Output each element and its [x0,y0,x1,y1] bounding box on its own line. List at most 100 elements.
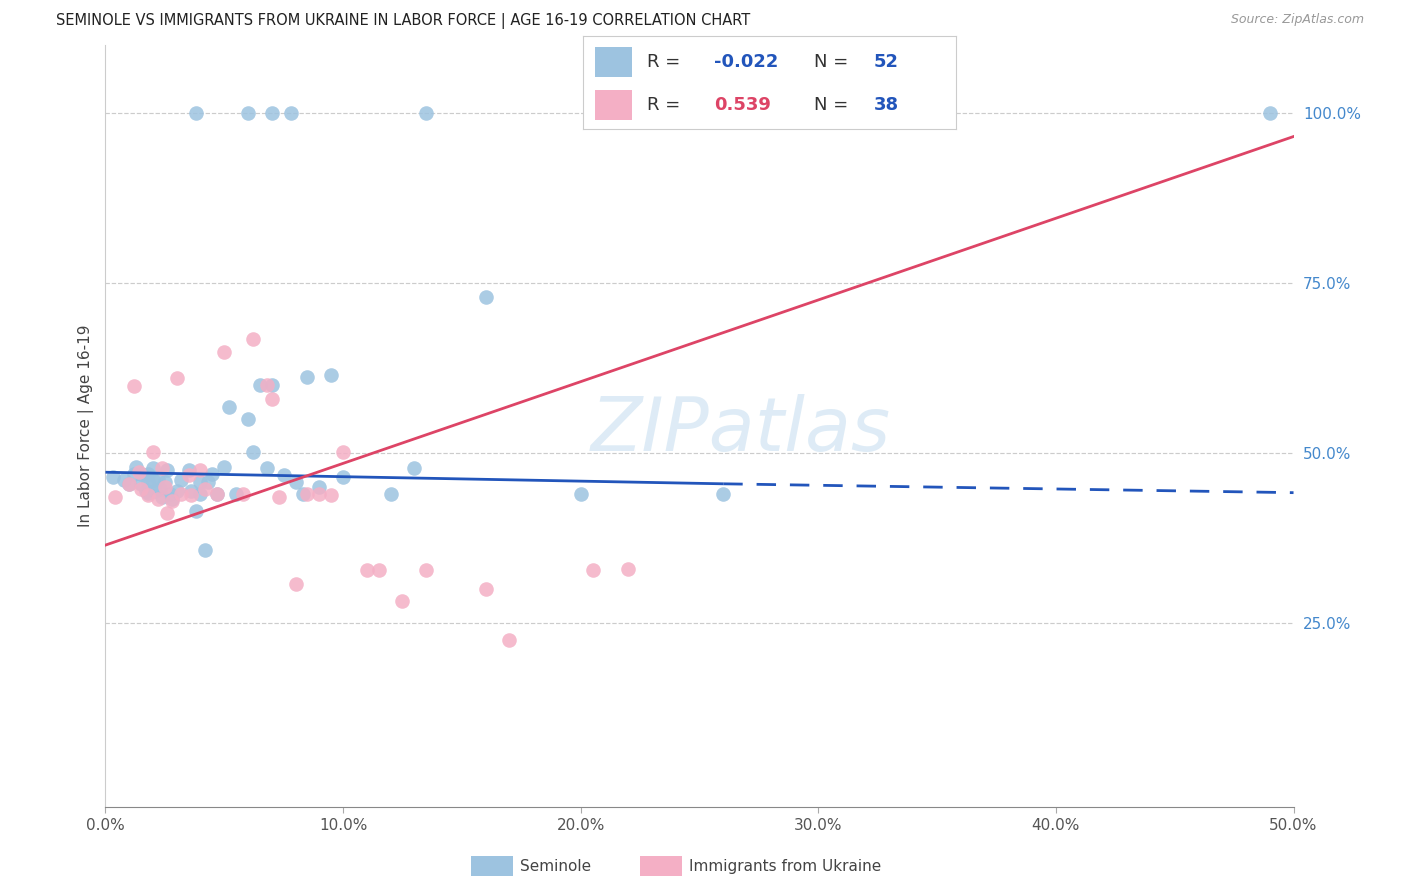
Point [569,487,592,501]
Point [380,487,402,501]
Point [128,465,150,479]
Point [194,482,217,496]
Point [129,467,152,481]
Point [170,487,193,501]
Point [242,445,264,459]
Point [205,487,228,501]
Point [308,487,330,501]
Y-axis label: In Labor Force | Age 16-19: In Labor Force | Age 16-19 [79,325,94,527]
Text: N =: N = [814,96,855,114]
Point [367,563,389,577]
Text: R =: R = [647,53,686,70]
Point [321,368,343,382]
Text: SEMINOLE VS IMMIGRANTS FROM UKRAINE IN LABOR FORCE | AGE 16-19 CORRELATION CHART: SEMINOLE VS IMMIGRANTS FROM UKRAINE IN L… [56,13,751,29]
Point [404,461,426,475]
Point [205,487,228,501]
Point [190,487,212,501]
Point [104,491,127,505]
Point [146,492,169,507]
Point [415,563,437,577]
Point [166,483,188,498]
Point [101,470,124,484]
Point [711,487,734,501]
Point [218,400,240,414]
Point [273,467,295,482]
Text: N =: N = [814,53,855,70]
Point [236,412,259,426]
Point [152,491,174,505]
Point [160,493,183,508]
Text: Seminole: Seminole [520,859,592,873]
Point [136,488,159,502]
Point [180,488,202,502]
Point [232,487,254,501]
Point [391,594,413,608]
Point [332,445,354,459]
Point [142,474,165,488]
Point [146,472,169,486]
Point [197,475,219,489]
Text: 38: 38 [875,96,900,114]
Point [122,467,145,481]
Point [291,487,314,501]
Point [249,378,271,392]
Point [118,476,141,491]
Point [242,332,264,346]
Point [135,483,157,498]
Point [474,289,496,303]
Point [177,467,200,482]
Point [156,463,179,477]
Point [136,467,159,481]
Point [125,459,148,474]
Point [136,475,159,489]
Point [321,488,343,502]
Point [256,461,278,475]
Point [190,463,212,477]
Point [190,475,212,489]
Point [236,105,259,120]
Point [166,371,188,385]
Point [332,470,354,484]
Point [129,482,152,496]
Point [581,563,603,577]
Text: 0.539: 0.539 [714,96,770,114]
Text: ZIPatlas: ZIPatlas [591,393,891,466]
Point [214,345,236,359]
Point [280,105,302,120]
Point [153,475,176,489]
Point [260,378,283,392]
Text: -0.022: -0.022 [714,53,779,70]
Point [256,378,278,392]
Point [118,476,141,491]
Point [260,392,283,406]
Point [180,483,202,498]
Point [143,483,166,498]
Point [156,506,179,520]
Point [297,487,319,501]
Point [142,445,165,459]
Point [474,582,496,597]
Point [356,563,378,577]
Point [159,487,181,501]
FancyBboxPatch shape [595,90,631,120]
Text: 52: 52 [875,53,898,70]
Point [267,491,290,505]
Point [201,467,224,481]
Point [142,461,165,475]
Point [308,480,330,494]
FancyBboxPatch shape [595,47,631,77]
Text: Immigrants from Ukraine: Immigrants from Ukraine [689,859,882,873]
Point [152,461,174,475]
Point [214,459,236,474]
Point [129,476,152,491]
Point [149,482,172,496]
Point [415,105,437,120]
Point [122,379,145,393]
Point [1258,105,1281,120]
Point [153,480,176,494]
Point [297,370,319,384]
Point [184,504,207,518]
Point [184,105,207,120]
Point [284,475,307,489]
Point [194,542,217,557]
